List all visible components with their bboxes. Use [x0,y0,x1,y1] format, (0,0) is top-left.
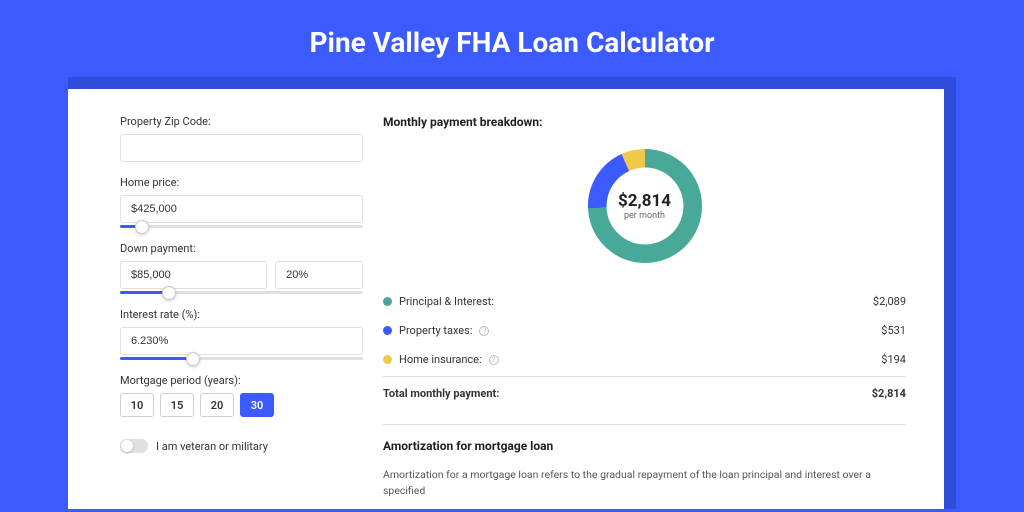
veteran-row: I am veteran or military [120,439,363,453]
total-label: Total monthly payment: [383,387,499,400]
breakdown-row: Principal & Interest: $2,089 [383,287,906,316]
donut-chart: $2,814 per month [582,143,708,269]
amort-text: Amortization for a mortgage loan refers … [383,467,906,499]
price-slider[interactable] [120,225,363,228]
down-slider[interactable] [120,291,363,294]
breakdown-row: Home insurance:? $194 [383,345,906,374]
down-field-group: Down payment: [120,242,363,294]
rate-slider-thumb[interactable] [186,352,200,366]
legend-dot [383,326,392,335]
breakdown-row: Property taxes:? $531 [383,316,906,345]
down-amount-input[interactable] [120,261,267,289]
breakdown-rows: Principal & Interest: $2,089 Property taxe… [383,287,906,374]
period-btn-10[interactable]: 10 [120,393,154,417]
info-icon[interactable]: ? [479,326,489,336]
down-label: Down payment: [120,242,363,255]
breakdown-amount: $194 [881,353,906,366]
zip-field-group: Property Zip Code: [120,115,363,162]
legend-dot [383,297,392,306]
total-row: Total monthly payment: $2,814 [383,376,906,408]
breakdown-column: Monthly payment breakdown: $2,814 per mo… [383,115,944,509]
page-title: Pine Valley FHA Loan Calculator [0,0,1024,77]
donut-wrap: $2,814 per month [383,143,906,269]
breakdown-label: Home insurance: [399,353,482,366]
down-pct-input[interactable] [275,261,363,289]
period-field-group: Mortgage period (years): 10152030 [120,374,363,417]
veteran-label: I am veteran or military [156,440,268,453]
rate-slider[interactable] [120,357,363,360]
rate-slider-fill [120,357,193,360]
zip-input[interactable] [120,134,363,162]
breakdown-amount: $2,089 [873,295,906,308]
donut-sub: per month [624,211,665,221]
rate-field-group: Interest rate (%): [120,308,363,360]
form-column: Property Zip Code: Home price: Down paym… [68,115,363,509]
breakdown-title: Monthly payment breakdown: [383,115,906,129]
breakdown-label: Principal & Interest: [399,295,494,308]
period-btn-15[interactable]: 15 [160,393,194,417]
rate-input[interactable] [120,327,363,355]
calculator-card: Property Zip Code: Home price: Down paym… [68,89,944,509]
rate-label: Interest rate (%): [120,308,363,321]
amort-section: Amortization for mortgage loan Amortizat… [383,424,906,499]
breakdown-amount: $531 [881,324,906,337]
period-btn-30[interactable]: 30 [240,393,274,417]
zip-label: Property Zip Code: [120,115,363,128]
price-field-group: Home price: [120,176,363,228]
price-slider-thumb[interactable] [135,220,149,234]
info-icon[interactable]: ? [489,355,499,365]
amort-title: Amortization for mortgage loan [383,439,906,453]
breakdown-label: Property taxes: [399,324,472,337]
outer-card: Property Zip Code: Home price: Down paym… [68,77,956,509]
period-buttons: 10152030 [120,393,363,417]
down-slider-thumb[interactable] [162,286,176,300]
total-amount: $2,814 [872,387,906,400]
price-input[interactable] [120,195,363,223]
legend-dot [383,355,392,364]
donut-amount: $2,814 [618,191,671,211]
period-label: Mortgage period (years): [120,374,363,387]
price-label: Home price: [120,176,363,189]
donut-center: $2,814 per month [582,143,708,269]
veteran-toggle[interactable] [120,439,148,453]
period-btn-20[interactable]: 20 [200,393,234,417]
